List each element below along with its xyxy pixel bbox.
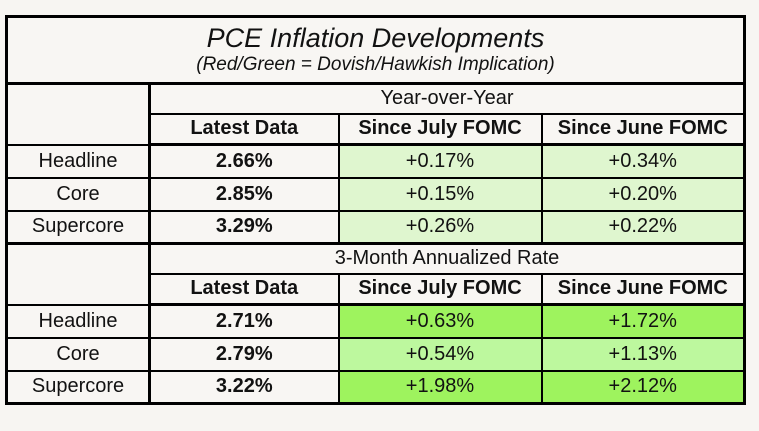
3m-col-latest-data: Latest Data [148, 272, 340, 306]
yoy-row-core: Core 2.85% +0.15% +0.20% [5, 176, 746, 212]
change-since-june: +1.13% [540, 336, 746, 372]
row-label: Core [5, 336, 151, 372]
change-since-june: +0.22% [540, 209, 746, 245]
3m-row-core: Core 2.79% +0.54% +1.13% [5, 336, 746, 372]
change-since-june: +0.34% [540, 143, 746, 179]
page-title: PCE Inflation Developments [206, 23, 545, 53]
change-since-july: +0.63% [337, 303, 543, 339]
change-since-june: +1.72% [540, 303, 746, 339]
change-since-july: +0.26% [337, 209, 543, 245]
latest-value: 2.79% [148, 336, 340, 372]
row-label: Supercore [5, 209, 151, 245]
section-yoy-title: Year-over-Year [148, 82, 746, 115]
row-label: Headline [5, 143, 151, 179]
change-since-july: +0.54% [337, 336, 543, 372]
section-3m-title: 3-Month Annualized Rate [148, 242, 746, 275]
latest-value: 2.71% [148, 303, 340, 339]
row-label: Supercore [5, 369, 151, 405]
change-since-july: +0.15% [337, 176, 543, 212]
yoy-column-header-row: Latest Data Since July FOMC Since June F… [7, 112, 746, 146]
change-since-june: +0.20% [540, 176, 746, 212]
3m-column-header-row: Latest Data Since July FOMC Since June F… [7, 272, 746, 306]
empty-corner-cell-yoy [5, 82, 151, 146]
3m-row-supercore: Supercore 3.22% +1.98% +2.12% [5, 369, 746, 405]
table-title-cell: PCE Inflation Developments (Red/Green = … [5, 15, 746, 85]
yoy-col-since-july: Since July FOMC [337, 112, 543, 146]
3m-col-since-june: Since June FOMC [540, 272, 746, 306]
yoy-col-latest-data: Latest Data [148, 112, 340, 146]
row-label: Headline [5, 303, 151, 339]
table-title-row: PCE Inflation Developments (Red/Green = … [5, 15, 746, 85]
section-yoy-header-row: Year-over-Year [5, 82, 746, 146]
change-since-july: +0.17% [337, 143, 543, 179]
section-3m-header-row: 3-Month Annualized Rate [5, 242, 746, 306]
latest-value: 2.66% [148, 143, 340, 179]
empty-corner-cell-3m [5, 242, 151, 306]
page-subtitle: (Red/Green = Dovish/Hawkish Implication) [196, 54, 555, 75]
3m-row-headline: Headline 2.71% +0.63% +1.72% [5, 303, 746, 339]
latest-value: 3.22% [148, 369, 340, 405]
pce-inflation-table: PCE Inflation Developments (Red/Green = … [5, 15, 746, 405]
yoy-col-since-june: Since June FOMC [540, 112, 746, 146]
row-label: Core [5, 176, 151, 212]
change-since-july: +1.98% [337, 369, 543, 405]
change-since-june: +2.12% [540, 369, 746, 405]
3m-col-since-july: Since July FOMC [337, 272, 543, 306]
latest-value: 2.85% [148, 176, 340, 212]
yoy-row-supercore: Supercore 3.29% +0.26% +0.22% [5, 209, 746, 245]
latest-value: 3.29% [148, 209, 340, 245]
yoy-row-headline: Headline 2.66% +0.17% +0.34% [5, 143, 746, 179]
